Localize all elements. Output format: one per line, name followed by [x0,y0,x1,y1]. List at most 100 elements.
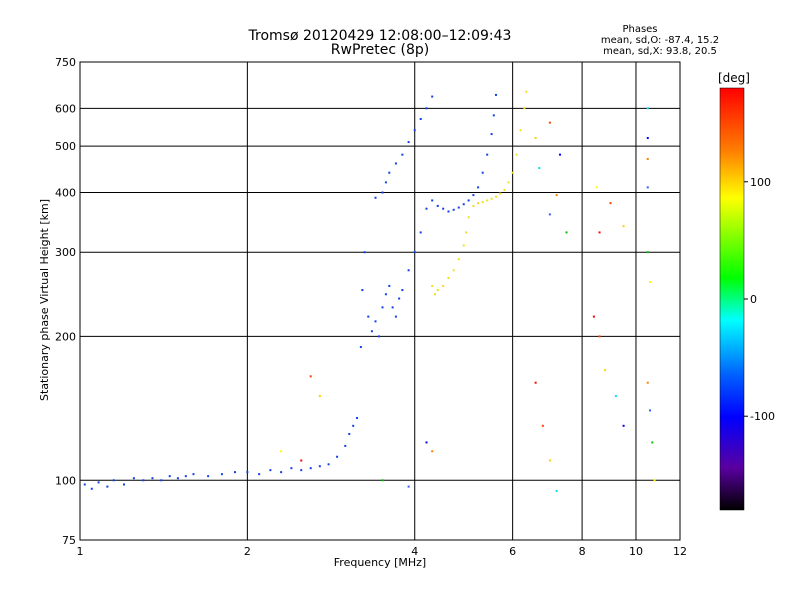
x-tick-label: 6 [509,545,516,558]
data-point [151,477,154,480]
data-point [132,477,135,480]
data-point [472,194,475,197]
colorbar-label: [deg] [718,71,750,85]
data-point [507,181,510,184]
data-point [269,469,272,472]
data-point [525,90,528,93]
data-point [457,206,460,209]
data-point [467,199,470,202]
data-point [425,441,428,444]
y-tick-labels: 75 100 200 300 400 500 600 750 [55,56,76,547]
data-point [555,489,558,492]
data-point [646,107,649,110]
x-tick-label: 8 [579,545,586,558]
data-point [523,107,526,110]
data-point [401,289,404,292]
data-point [598,335,601,338]
data-point [142,479,145,482]
y-tick-label: 75 [62,534,76,547]
data-point [381,306,384,309]
data-point [462,244,465,247]
data-point [407,141,410,144]
data-point [477,202,480,205]
data-point [548,459,551,462]
data-point [367,315,370,318]
data-point [401,153,404,156]
x-tick-labels: 1 2 4 6 8 10 12 [77,545,688,558]
chart-title: Tromsø 20120429 12:08:00–12:09:43 [248,28,512,44]
data-point [336,455,339,458]
data-point [407,269,410,272]
data-point [97,481,100,484]
data-point [83,483,86,486]
data-point [490,133,493,136]
data-point [431,95,434,98]
phases-heading: Phases [622,24,657,35]
data-point [595,186,598,189]
data-point [391,306,394,309]
data-point [407,485,410,488]
data-point [604,369,607,372]
data-point [280,471,283,474]
data-point [233,471,236,474]
x-tick-label: 4 [411,545,418,558]
data-point [555,194,558,197]
data-point [490,197,493,200]
data-point [541,424,544,427]
data-point [344,444,347,447]
data-point [394,315,397,318]
grid-lines [80,62,680,540]
data-point [361,289,364,292]
data-point [318,395,321,398]
data-point [651,441,654,444]
data-point [378,335,381,338]
data-point [419,231,422,234]
data-point [309,375,312,378]
data-point [622,225,625,228]
data-point [381,479,384,482]
y-tick-label: 100 [55,474,76,487]
data-point [452,269,455,272]
data-point [359,346,362,349]
data-point [384,181,387,184]
data-point [184,475,187,478]
y-tick-label: 750 [55,56,76,69]
data-point [592,315,595,318]
y-tick-label: 600 [55,102,76,115]
data-point [481,171,484,174]
data-point [425,107,428,110]
data-point [499,192,502,195]
data-point [112,479,115,482]
data-point [534,137,537,140]
data-point [363,251,366,254]
phases-mean-o: mean, sd,O: -87.4, 15.2 [601,35,719,46]
data-point [207,475,210,478]
data-point [374,320,377,323]
data-point [519,129,522,132]
data-point [538,167,541,170]
data-point [622,424,625,427]
x-tick-label: 1 [77,545,84,558]
data-point [309,467,312,470]
data-point [192,473,195,476]
data-point [492,114,495,117]
data-point [503,188,506,191]
data-point [494,195,497,198]
colorbar-tick-label: 0 [750,293,757,306]
chart-subtitle: RwPretec (8p) [331,42,429,58]
data-point [398,297,401,300]
colorbar [719,87,745,511]
data-point [168,475,171,478]
colorbar-tick-label: -100 [750,410,775,423]
colorbar-tick-label: 100 [750,176,771,189]
data-point [431,284,434,287]
data-point [477,186,480,189]
data-point [413,251,416,254]
data-point [280,450,283,453]
data-point [431,450,434,453]
data-point [300,459,303,462]
data-point [384,293,387,296]
data-point [486,199,489,202]
data-point [467,216,470,219]
